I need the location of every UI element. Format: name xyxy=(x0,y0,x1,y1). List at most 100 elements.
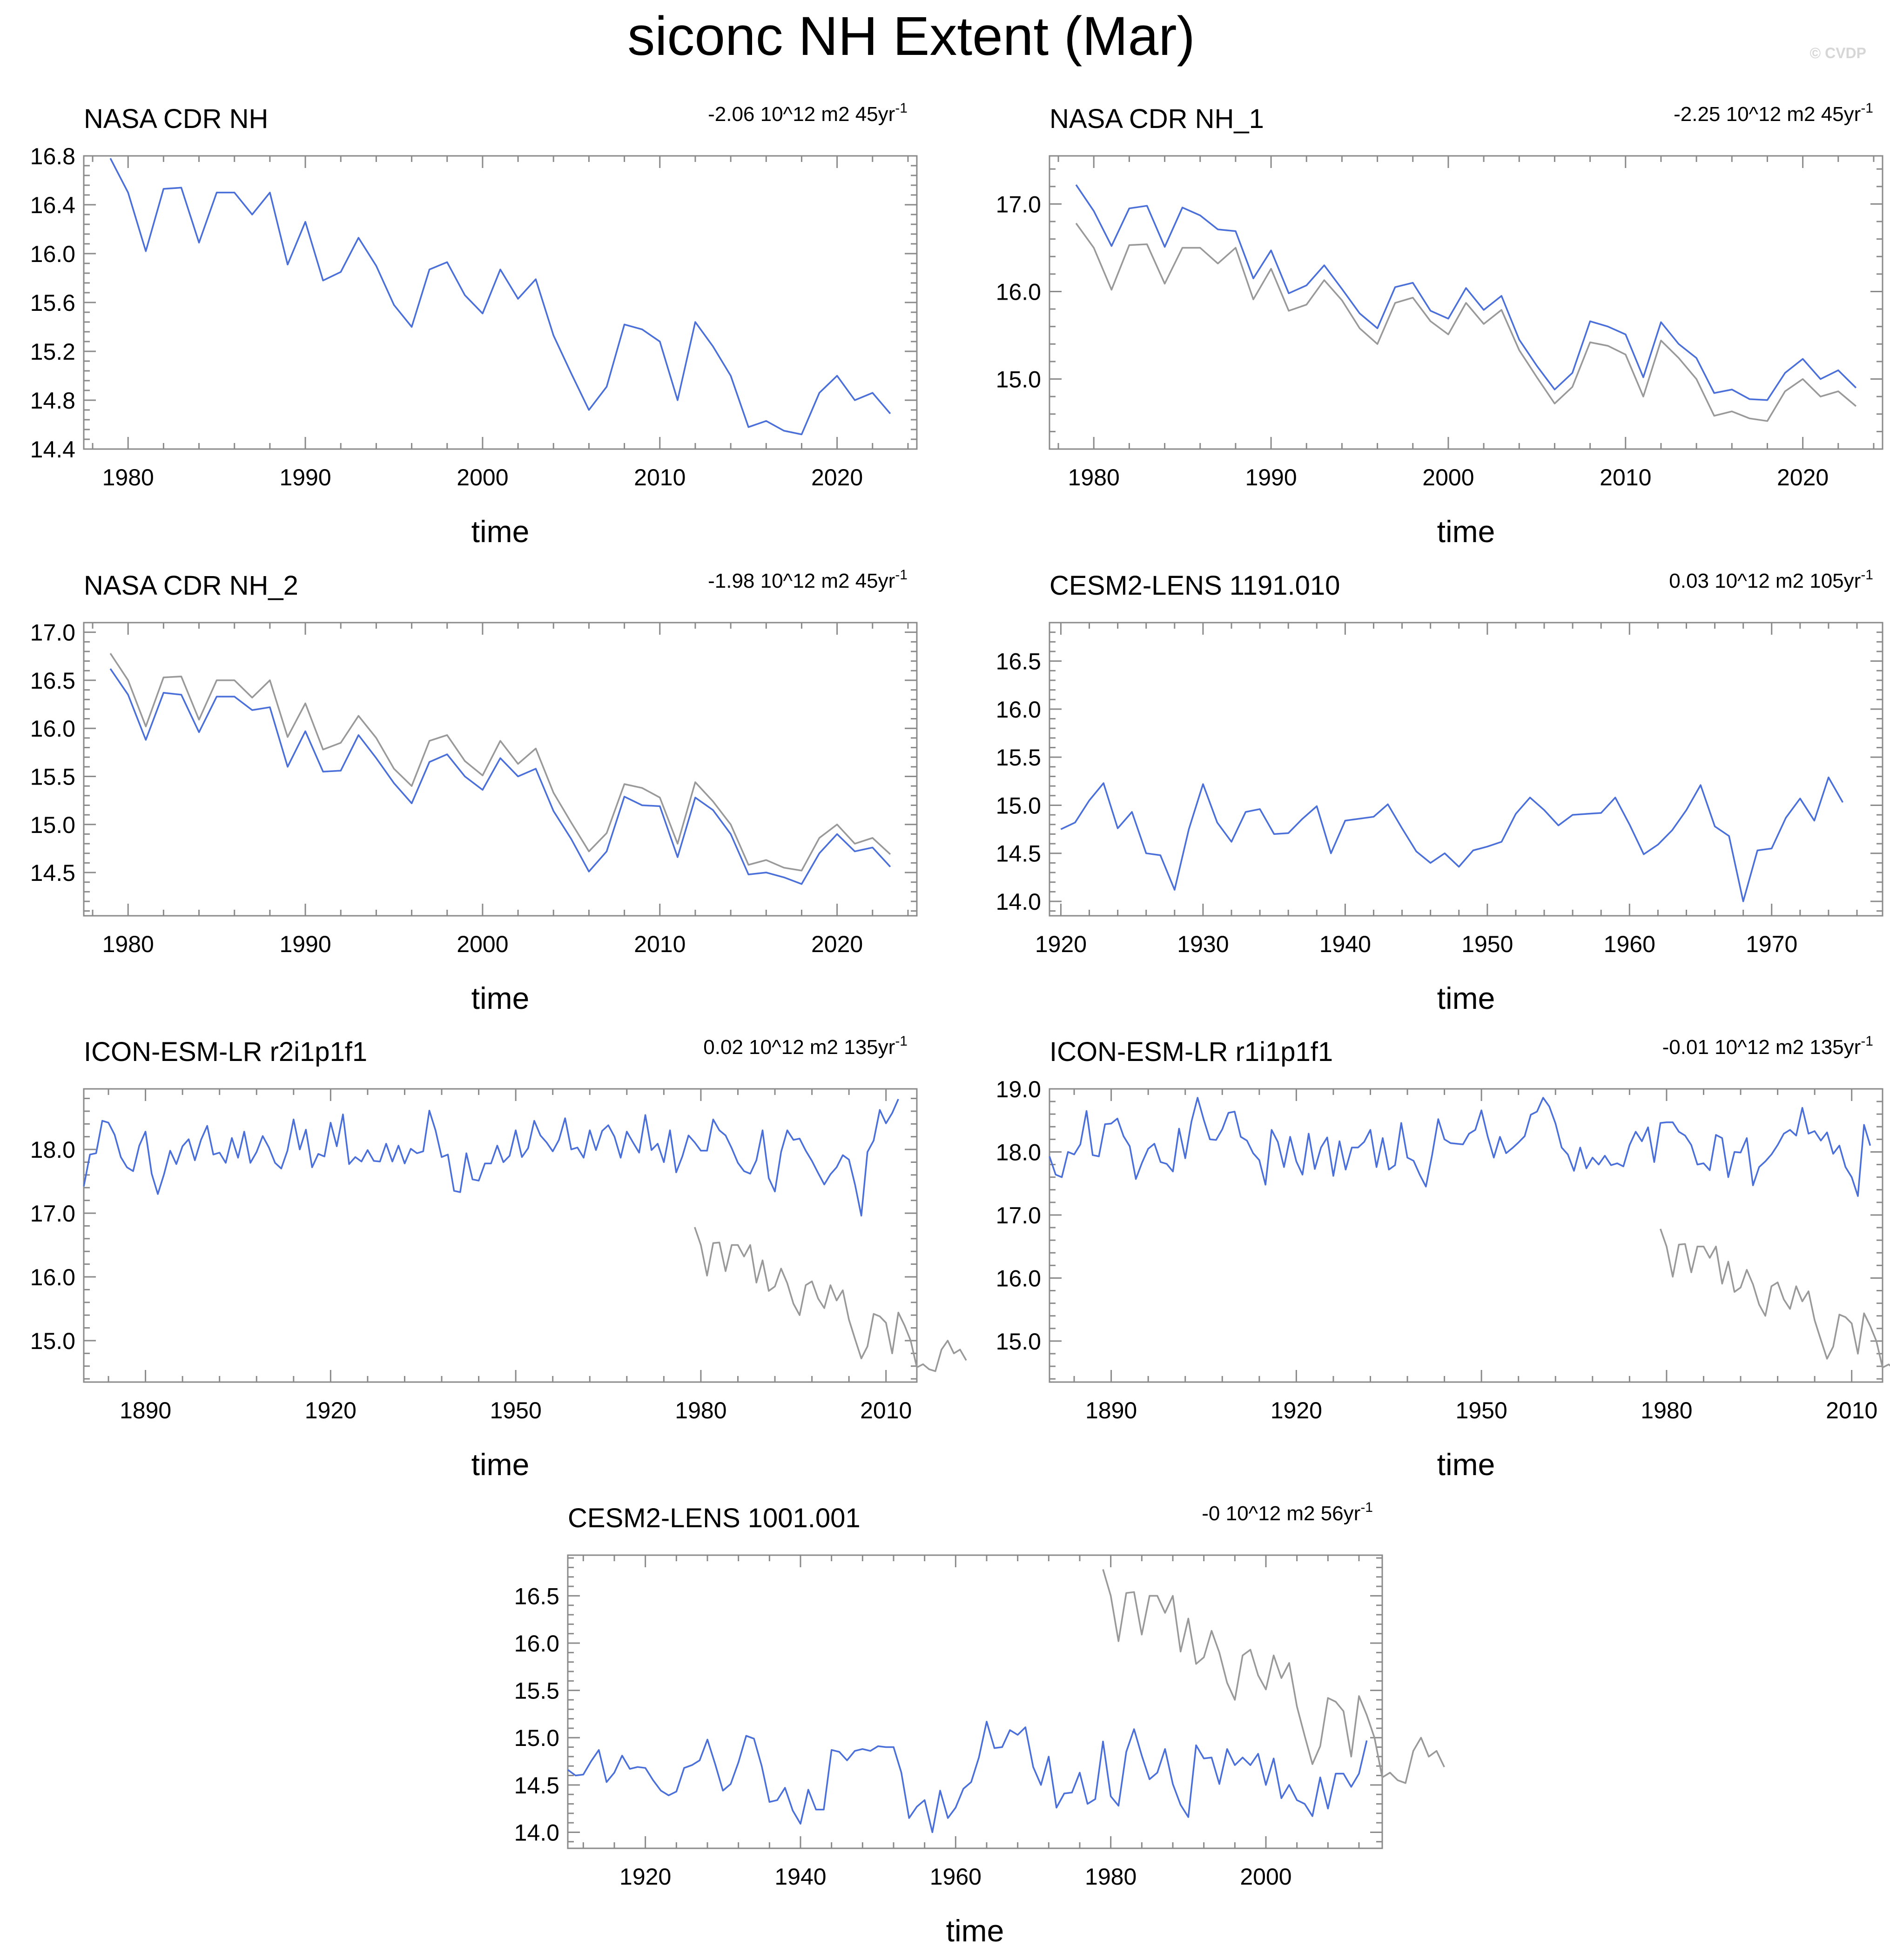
x-tick-label: 2000 xyxy=(457,464,508,490)
trend-value: 0.03 10^12 m2 105yr xyxy=(1669,570,1861,592)
trend-exponent: -1 xyxy=(1861,567,1873,583)
x-axis-label: time xyxy=(471,514,530,549)
y-tick-label: 15.0 xyxy=(996,1329,1041,1355)
trend-label: -0.01 10^12 m2 135yr-1 xyxy=(1662,1034,1873,1059)
y-tick-label: 14.0 xyxy=(996,889,1041,915)
trend-value: -0 10^12 m2 56yr xyxy=(1202,1502,1360,1525)
panel-p2: NASA CDR NH_1 -2.25 10^12 m2 45yr-1 1980 19… xyxy=(996,101,1883,549)
panel-p4: CESM2-LENS 1191.010 0.03 10^12 m2 105yr-1… xyxy=(996,567,1883,1015)
cvdp-watermark: © CVDP xyxy=(1810,45,1866,61)
x-tick-label: 1970 xyxy=(1746,931,1797,957)
y-tick-label: 17.0 xyxy=(996,191,1041,217)
y-tick-label: 16.0 xyxy=(996,697,1041,723)
y-tick-label: 16.8 xyxy=(30,143,75,169)
x-axis-label: time xyxy=(1437,981,1495,1015)
x-axis-label: time xyxy=(946,1913,1004,1948)
y-tick-label: 18.0 xyxy=(996,1139,1041,1165)
series-observed-line xyxy=(1102,1569,1445,1784)
panel-title: ICON-ESM-LR r1i1p1f1 xyxy=(1049,1037,1333,1067)
x-tick-label: 2000 xyxy=(1422,464,1474,490)
x-axis-label: time xyxy=(471,981,530,1015)
panel-p6: ICON-ESM-LR r1i1p1f1 -0.01 10^12 m2 135yr… xyxy=(996,1034,1890,1482)
x-tick-label: 1950 xyxy=(1461,931,1513,957)
panel-p5: ICON-ESM-LR r2i1p1f1 0.02 10^12 m2 135yr-… xyxy=(30,1034,967,1482)
plot-frame xyxy=(83,622,918,917)
trend-label: -2.25 10^12 m2 45yr-1 xyxy=(1674,101,1873,126)
trend-exponent: -1 xyxy=(895,1034,908,1049)
x-tick-label: 1960 xyxy=(1604,931,1655,957)
x-tick-label: 2010 xyxy=(634,931,686,957)
x-tick-label: 1980 xyxy=(1068,464,1120,490)
y-tick-label: 17.0 xyxy=(30,1201,75,1227)
y-tick-label: 16.5 xyxy=(30,668,75,694)
series-observed-line xyxy=(694,1227,967,1372)
plot-frame xyxy=(567,1554,1383,1849)
y-tick-label: 16.4 xyxy=(30,192,75,218)
trend-exponent: -1 xyxy=(895,101,908,116)
y-tick-label: 15.6 xyxy=(30,290,75,316)
series-model-line xyxy=(83,1099,899,1217)
x-tick-label: 2010 xyxy=(634,464,686,490)
x-tick-label: 1980 xyxy=(1085,1864,1137,1890)
panel-title: NASA CDR NH_2 xyxy=(84,571,298,601)
x-axis-label: time xyxy=(1437,514,1495,549)
plot-frame xyxy=(1049,155,1883,450)
x-tick-label: 1950 xyxy=(1456,1397,1507,1423)
y-tick-label: 15.5 xyxy=(30,764,75,790)
series-model-line xyxy=(1060,776,1844,902)
x-tick-label: 1960 xyxy=(930,1864,982,1890)
x-tick-label: 1980 xyxy=(102,931,154,957)
series-observed-line xyxy=(1075,222,1857,422)
y-tick-label: 15.5 xyxy=(996,745,1041,771)
series-observed-line xyxy=(1660,1228,1890,1369)
trend-value: -1.98 10^12 m2 45yr xyxy=(708,570,895,592)
x-tick-label: 2000 xyxy=(457,931,508,957)
y-tick-label: 14.8 xyxy=(30,388,75,414)
trend-value: -0.01 10^12 m2 135yr xyxy=(1662,1036,1861,1059)
x-tick-label: 1990 xyxy=(1245,464,1297,490)
panel-p1: NASA CDR NH -2.06 10^12 m2 45yr-1 1980 1990… xyxy=(30,101,918,549)
x-tick-label: 1950 xyxy=(490,1397,542,1423)
y-tick-label: 15.0 xyxy=(30,1328,75,1354)
y-tick-label: 14.0 xyxy=(514,1819,559,1846)
y-tick-label: 18.0 xyxy=(30,1137,75,1163)
y-tick-label: 16.0 xyxy=(514,1631,559,1657)
x-axis-label: time xyxy=(471,1447,530,1482)
trend-label: 0.03 10^12 m2 105yr-1 xyxy=(1669,567,1873,592)
x-tick-label: 1930 xyxy=(1177,931,1229,957)
x-tick-label: 1940 xyxy=(774,1864,826,1890)
panel-title: CESM2-LENS 1191.010 xyxy=(1049,571,1340,601)
y-tick-label: 16.0 xyxy=(996,1265,1041,1291)
x-tick-label: 1890 xyxy=(120,1397,171,1423)
x-tick-label: 2000 xyxy=(1240,1864,1291,1890)
y-tick-label: 15.0 xyxy=(996,792,1041,819)
x-tick-label: 1980 xyxy=(1641,1397,1692,1423)
x-tick-label: 1990 xyxy=(279,464,331,490)
trend-label: -0 10^12 m2 56yr-1 xyxy=(1202,1500,1373,1525)
y-tick-label: 16.0 xyxy=(30,1264,75,1290)
y-tick-label: 15.0 xyxy=(514,1725,559,1751)
trend-label: 0.02 10^12 m2 135yr-1 xyxy=(703,1034,908,1059)
y-tick-label: 16.0 xyxy=(996,279,1041,305)
x-tick-label: 1940 xyxy=(1319,931,1371,957)
plot-frame xyxy=(83,1088,918,1383)
x-tick-label: 1990 xyxy=(279,931,331,957)
trend-exponent: -1 xyxy=(1861,101,1873,116)
x-tick-label: 1980 xyxy=(675,1397,726,1423)
trend-exponent: -1 xyxy=(895,567,908,583)
x-tick-label: 1920 xyxy=(619,1864,671,1890)
x-tick-label: 2010 xyxy=(1826,1397,1877,1423)
y-tick-label: 15.0 xyxy=(996,367,1041,393)
y-tick-label: 16.5 xyxy=(996,649,1041,675)
panel-title: CESM2-LENS 1001.001 xyxy=(568,1503,861,1533)
y-tick-label: 15.5 xyxy=(514,1678,559,1704)
x-tick-label: 1920 xyxy=(1271,1397,1322,1423)
y-tick-label: 16.0 xyxy=(30,241,75,267)
trend-value: -2.06 10^12 m2 45yr xyxy=(708,103,895,126)
trend-exponent: -1 xyxy=(1360,1500,1373,1515)
x-tick-label: 2010 xyxy=(860,1397,912,1423)
y-tick-label: 17.0 xyxy=(996,1202,1041,1228)
x-tick-label: 1920 xyxy=(305,1397,356,1423)
trend-exponent: -1 xyxy=(1861,1034,1873,1049)
